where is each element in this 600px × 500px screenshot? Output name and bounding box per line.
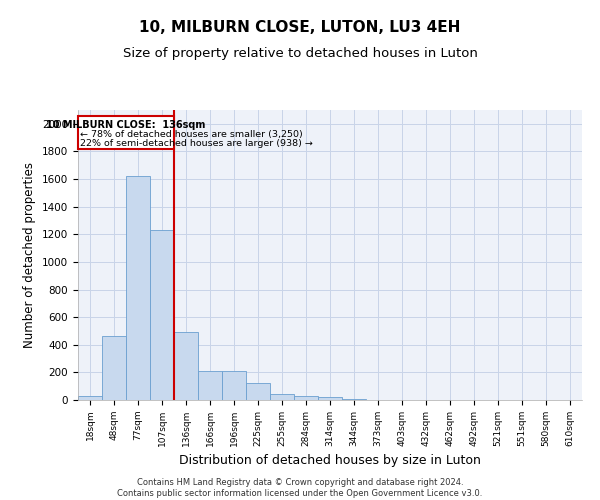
X-axis label: Distribution of detached houses by size in Luton: Distribution of detached houses by size … xyxy=(179,454,481,468)
Bar xyxy=(126,176,150,400)
Bar xyxy=(174,332,198,400)
Bar xyxy=(222,371,246,400)
Text: 22% of semi-detached houses are larger (938) →: 22% of semi-detached houses are larger (… xyxy=(80,140,313,148)
Bar xyxy=(150,230,174,400)
Bar xyxy=(102,336,126,400)
Text: Size of property relative to detached houses in Luton: Size of property relative to detached ho… xyxy=(122,48,478,60)
Y-axis label: Number of detached properties: Number of detached properties xyxy=(23,162,37,348)
Text: 10, MILBURN CLOSE, LUTON, LU3 4EH: 10, MILBURN CLOSE, LUTON, LU3 4EH xyxy=(139,20,461,35)
Bar xyxy=(198,371,222,400)
Bar xyxy=(78,396,102,400)
Bar xyxy=(294,396,318,400)
Bar xyxy=(246,384,270,400)
FancyBboxPatch shape xyxy=(78,116,174,148)
Bar xyxy=(342,398,366,400)
Bar xyxy=(318,397,342,400)
Bar xyxy=(270,394,294,400)
Text: Contains HM Land Registry data © Crown copyright and database right 2024.
Contai: Contains HM Land Registry data © Crown c… xyxy=(118,478,482,498)
Text: ← 78% of detached houses are smaller (3,250): ← 78% of detached houses are smaller (3,… xyxy=(80,130,303,140)
Text: 10 MILBURN CLOSE:  136sqm: 10 MILBURN CLOSE: 136sqm xyxy=(46,120,206,130)
